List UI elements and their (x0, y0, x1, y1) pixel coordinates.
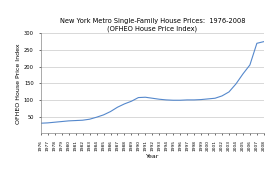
X-axis label: Year: Year (146, 154, 159, 159)
Title: New York Metro Single-Family House Prices:  1976-2008
(OFHEO House Price Index): New York Metro Single-Family House Price… (60, 18, 245, 32)
Y-axis label: OFHEO House Price Index: OFHEO House Price Index (16, 43, 21, 124)
